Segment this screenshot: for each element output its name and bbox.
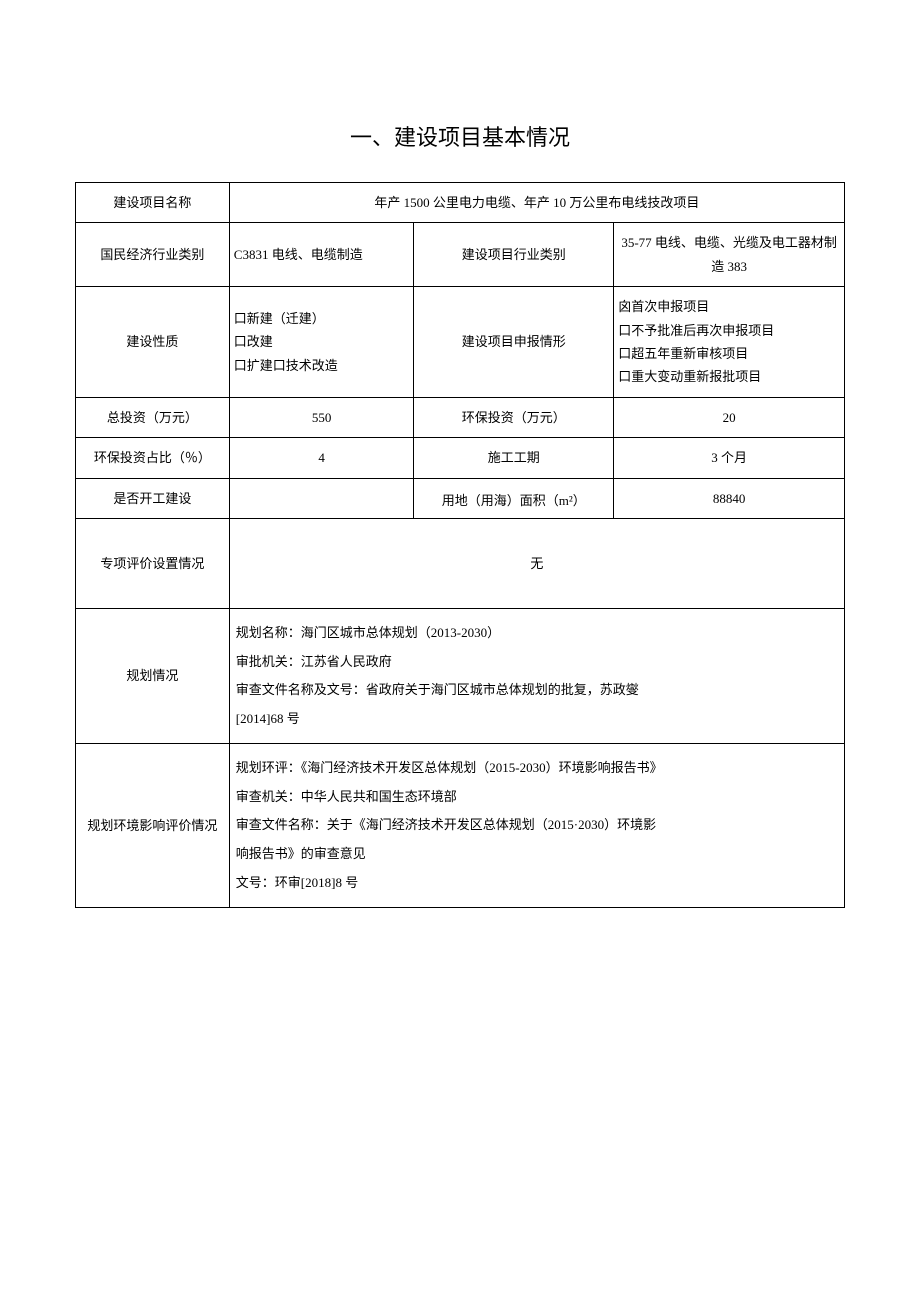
cell-label: 用地（用海）面积（m²） <box>414 478 614 518</box>
text-line: 文号：环审[2018]8 号 <box>236 875 358 890</box>
cell-value: 规划环评：《海门经济技术开发区总体规划（2015-2030）环境影响报告书》 审… <box>229 744 844 908</box>
table-row: 是否开工建设 用地（用海）面积（m²） 88840 <box>76 478 845 518</box>
cell-label: 专项评价设置情况 <box>76 518 230 608</box>
table-row: 国民经济行业类别 C3831 电线、电缆制造 建设项目行业类别 35-77 电线… <box>76 223 845 287</box>
text-line: 规划名称：海门区城市总体规划（2013-2030） <box>236 625 500 640</box>
table-row: 建设项目名称 年产 1500 公里电力电缆、年产 10 万公里布电线技改项目 <box>76 183 845 223</box>
cell-value: 无 <box>229 518 844 608</box>
option-line: 口改建 <box>234 334 273 349</box>
project-info-table: 建设项目名称 年产 1500 公里电力电缆、年产 10 万公里布电线技改项目 国… <box>75 182 845 908</box>
option-line: 口不予批准后再次申报项目 <box>618 323 774 338</box>
table-row: 规划环境影响评价情况 规划环评：《海门经济技术开发区总体规划（2015-2030… <box>76 744 845 908</box>
text-line: 审查文件名称：关于《海门经济技术开发区总体规划（2015·2030）环境影 <box>236 817 656 832</box>
text-line: 审查文件名称及文号：省政府关于海门区城市总体规划的批复，苏政燮 <box>236 682 639 697</box>
cell-label: 施工工期 <box>414 438 614 478</box>
table-row: 建设性质 口新建（迁建） 口改建 口扩建口技术改造 建设项目申报情形 囟首次申报… <box>76 287 845 398</box>
cell-value: 550 <box>229 397 414 437</box>
cell-value: 4 <box>229 438 414 478</box>
cell-label: 建设项目名称 <box>76 183 230 223</box>
cell-label: 环保投资占比（％） <box>76 438 230 478</box>
text-line: 审查机关：中华人民共和国生态环境部 <box>236 789 457 804</box>
text-line: [2014]68 号 <box>236 711 300 726</box>
option-line: 口超五年重新审核项目 <box>618 346 748 361</box>
cell-value: 3 个月 <box>614 438 845 478</box>
cell-label: 建设项目申报情形 <box>414 287 614 398</box>
text-line: 响报告书》的审查意见 <box>236 846 366 861</box>
cell-label: 建设项目行业类别 <box>414 223 614 287</box>
cell-value: 88840 <box>614 478 845 518</box>
cell-value <box>229 478 414 518</box>
cell-label: 总投资（万元） <box>76 397 230 437</box>
cell-label: 规划环境影响评价情况 <box>76 744 230 908</box>
section-title: 一、建设项目基本情况 <box>75 120 845 152</box>
table-row: 专项评价设置情况 无 <box>76 518 845 608</box>
cell-label: 建设性质 <box>76 287 230 398</box>
table-row: 环保投资占比（％） 4 施工工期 3 个月 <box>76 438 845 478</box>
page-container: 一、建设项目基本情况 建设项目名称 年产 1500 公里电力电缆、年产 10 万… <box>0 0 920 988</box>
cell-value: C3831 电线、电缆制造 <box>229 223 414 287</box>
cell-label: 环保投资（万元） <box>414 397 614 437</box>
text-line: 规划环评：《海门经济技术开发区总体规划（2015-2030）环境影响报告书》 <box>236 760 663 775</box>
cell-value: 规划名称：海门区城市总体规划（2013-2030） 审批机关：江苏省人民政府 审… <box>229 608 844 743</box>
cell-value: 囟首次申报项目 口不予批准后再次申报项目 口超五年重新审核项目 口重大变动重新报… <box>614 287 845 398</box>
cell-label: 规划情况 <box>76 608 230 743</box>
cell-label: 国民经济行业类别 <box>76 223 230 287</box>
option-line: 口新建（迁建） <box>234 311 325 326</box>
cell-value: 35-77 电线、电缆、光缆及电工器材制造 383 <box>614 223 845 287</box>
cell-label: 是否开工建设 <box>76 478 230 518</box>
cell-value: 年产 1500 公里电力电缆、年产 10 万公里布电线技改项目 <box>229 183 844 223</box>
option-line: 口扩建口技术改造 <box>234 358 338 373</box>
cell-value: 口新建（迁建） 口改建 口扩建口技术改造 <box>229 287 414 398</box>
option-line: 口重大变动重新报批项目 <box>618 369 761 384</box>
table-row: 规划情况 规划名称：海门区城市总体规划（2013-2030） 审批机关：江苏省人… <box>76 608 845 743</box>
table-row: 总投资（万元） 550 环保投资（万元） 20 <box>76 397 845 437</box>
cell-value: 20 <box>614 397 845 437</box>
option-line: 囟首次申报项目 <box>618 299 709 314</box>
text-line: 审批机关：江苏省人民政府 <box>236 654 392 669</box>
